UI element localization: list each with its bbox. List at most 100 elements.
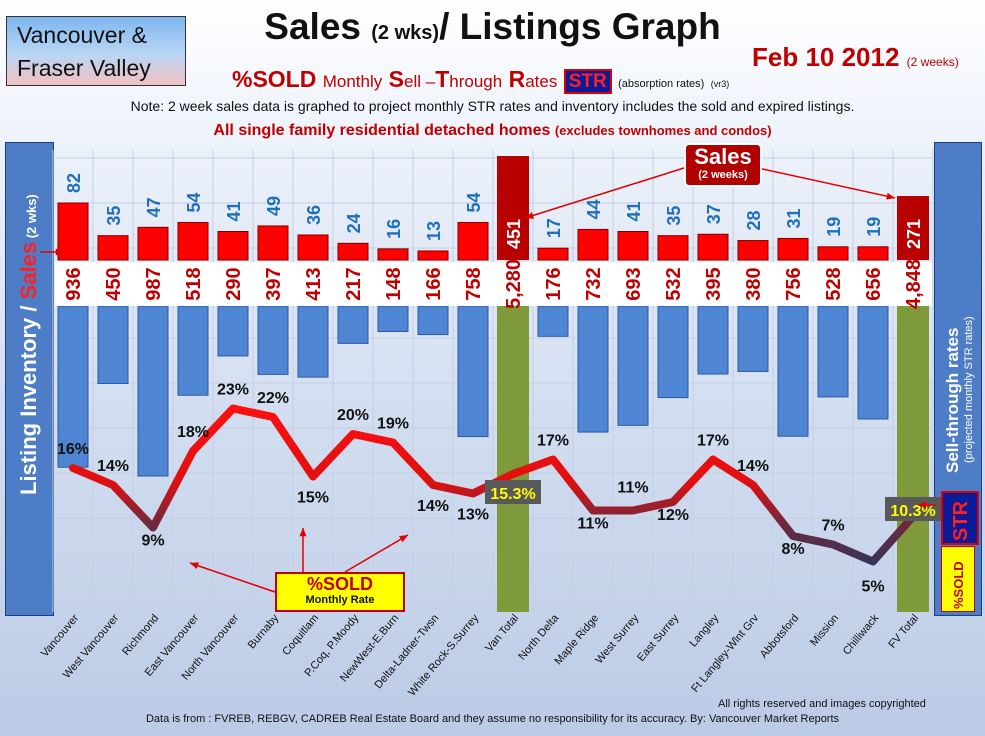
sales-label: 35 [664,206,684,226]
sales-bar [337,242,369,261]
str-label: 15% [297,490,329,507]
sold-callout-arrow [189,562,276,593]
sales-label: 17 [544,218,564,238]
inventory-bar [377,305,409,332]
sold-callout-title: %SOLD [306,574,373,594]
str-badge-side: STR [941,491,979,545]
str-label: 14% [417,498,449,515]
inventory-label: 176 [543,267,565,300]
str-label: 13% [457,507,489,524]
source-note: Data is from : FVREB, REBGV, CADREB Real… [145,713,840,725]
str-label: 5% [861,579,884,596]
category-label: Langley [687,612,721,650]
inventory-label: 758 [463,267,485,300]
str-label: 17% [697,433,729,450]
inventory-bar [177,305,209,396]
inventory-bar [817,305,849,398]
str-badge-title: STR [563,69,612,94]
sales-label: 35 [104,206,124,226]
category-label: Ft Langley-Wlnt Grv [689,612,761,695]
sales-label: 49 [264,196,284,216]
category-label: Abbotsford [758,612,801,660]
inventory-label: 290 [223,267,245,300]
sub-T: T [435,66,450,92]
category-label: FV Total [886,612,921,650]
sales-bar [417,250,449,261]
sales-callout: Sales (2 weeks) [684,143,762,187]
sales-bar [697,233,729,261]
inventory-label: 148 [383,267,405,300]
str-label: 18% [177,424,209,441]
sold-callout-arrow-head [399,535,408,543]
label-band [55,262,932,306]
inventory-label: 532 [663,267,685,300]
total-bar [897,306,929,612]
sales-bar [537,247,569,261]
inventory-label: 166 [423,267,445,300]
sales-bar [177,221,209,261]
sales-callout-arrow [757,167,896,199]
sales-label: 451 [504,219,524,249]
category-label: White Rock-S.Surrey [406,612,482,699]
sales-bar [577,228,609,261]
inventory-bar [617,305,649,426]
sales-label: 36 [304,205,324,225]
sales-bar [297,234,329,261]
sub-absorption: (absorption rates) [618,78,705,90]
inventory-bar [697,305,729,375]
inventory-label: 5,280 [503,259,525,309]
sales-bar [497,156,529,260]
sub-sold: %SOLD [232,66,317,92]
chart-homes-note: All single family residential detached h… [0,122,985,140]
inventory-label: 217 [343,267,365,300]
inventory-label: 413 [303,267,325,300]
category-label: Richmond [120,612,161,658]
sales-bar [457,221,489,261]
sales-bar [617,231,649,261]
sales-label: 28 [744,211,764,231]
sales-callout-sub: (2 weeks) [698,169,748,181]
str-label: 15.3% [490,486,535,503]
str-label: 22% [257,390,289,407]
str-label: 7% [821,518,844,535]
str-label: 20% [337,407,369,424]
left-axis-panel: Listing Inventory / Sales (2 wks) [5,142,54,616]
sales-label: 31 [784,208,804,228]
chart-title: Sales (2 wks)/ Listings Graph [0,6,985,48]
sold-callout-sub: Monthly Rate [305,594,375,606]
sales-label: 271 [904,219,924,249]
sales-label: 13 [424,221,444,241]
date-text: Feb 10 2012 [752,42,900,72]
sales-label: 19 [824,217,844,237]
left-sales-arrow-head [55,248,64,256]
sales-label: 44 [584,199,604,219]
str-label: 17% [537,433,569,450]
inventory-bar [257,305,289,375]
sales-callout-arrow [524,167,685,219]
str-label: 14% [97,458,129,475]
title-end: / Listings Graph [439,6,721,47]
inventory-label: 4,848 [903,259,925,309]
inventory-label: 693 [623,267,645,300]
str-label: 16% [57,441,89,458]
inventory-label: 395 [703,267,725,300]
sales-bar [57,202,89,261]
inventory-label: 397 [263,267,285,300]
inventory-bar [337,305,369,344]
sales-bar [737,240,769,261]
str-label: 23% [217,382,249,399]
str-total-box [485,480,541,504]
str-label: 11% [577,516,608,533]
sales-bar [897,196,929,260]
sold-callout-arrow [344,534,409,573]
inventory-bar [577,305,609,433]
inventory-bar [537,305,569,337]
date-note: (2 weeks) [906,55,959,69]
str-label: 12% [657,507,689,524]
sold-callout-arrow-head [299,528,307,537]
inventory-bar [137,305,169,477]
sales-bar [377,248,409,261]
sub-ates: ates [525,72,558,91]
inventory-label: 450 [103,267,125,300]
